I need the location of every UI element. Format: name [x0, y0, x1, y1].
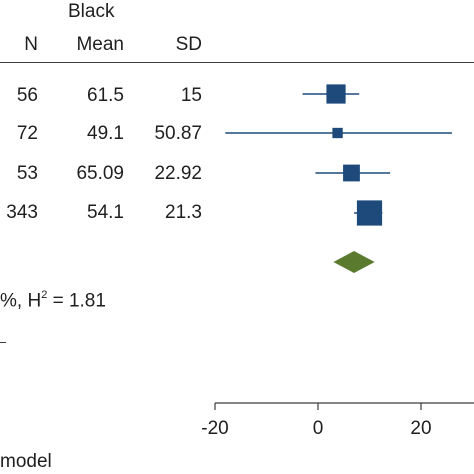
x-tick-label-2: 0: [313, 418, 324, 439]
row-3-n: 53: [16, 163, 38, 184]
column-header-sd: SD: [175, 34, 202, 55]
row-4-mean: 54.1: [87, 202, 124, 223]
row-3-mean: 65.09: [76, 163, 124, 184]
row-1-n: 56: [16, 85, 38, 106]
x-tick-label-3: 20: [410, 418, 431, 439]
row-2-n: 72: [16, 123, 38, 144]
heterogeneity-suffix: = 1.81: [47, 290, 106, 312]
x-tick-label-1: -20: [201, 418, 228, 439]
study-marker-3: [343, 164, 360, 182]
column-header-mean: Mean: [76, 34, 124, 55]
heterogeneity-stat: %, H2 = 1.81: [0, 289, 106, 312]
row-3-sd: 22.92: [154, 163, 202, 184]
study-marker-2: [332, 127, 343, 139]
row-2-mean: 49.1: [87, 123, 124, 144]
row-4-n: 343: [6, 202, 38, 223]
study-marker-4: [356, 200, 383, 226]
header-rule: [0, 62, 474, 63]
row-4-sd: 21.3: [165, 202, 202, 223]
study-marker-1: [326, 84, 346, 104]
group-header: Black: [68, 1, 115, 22]
heterogeneity-sup: 2: [41, 289, 48, 301]
column-header-n: N: [24, 34, 38, 55]
row-1-mean: 61.5: [87, 85, 124, 106]
heterogeneity-prefix: %, H: [0, 290, 42, 312]
row-2-sd: 50.87: [154, 123, 202, 144]
model-label: model: [0, 451, 52, 472]
row-1-sd: 15: [180, 85, 202, 106]
overall-diamond: [333, 251, 375, 273]
separator-dash: [0, 342, 6, 343]
